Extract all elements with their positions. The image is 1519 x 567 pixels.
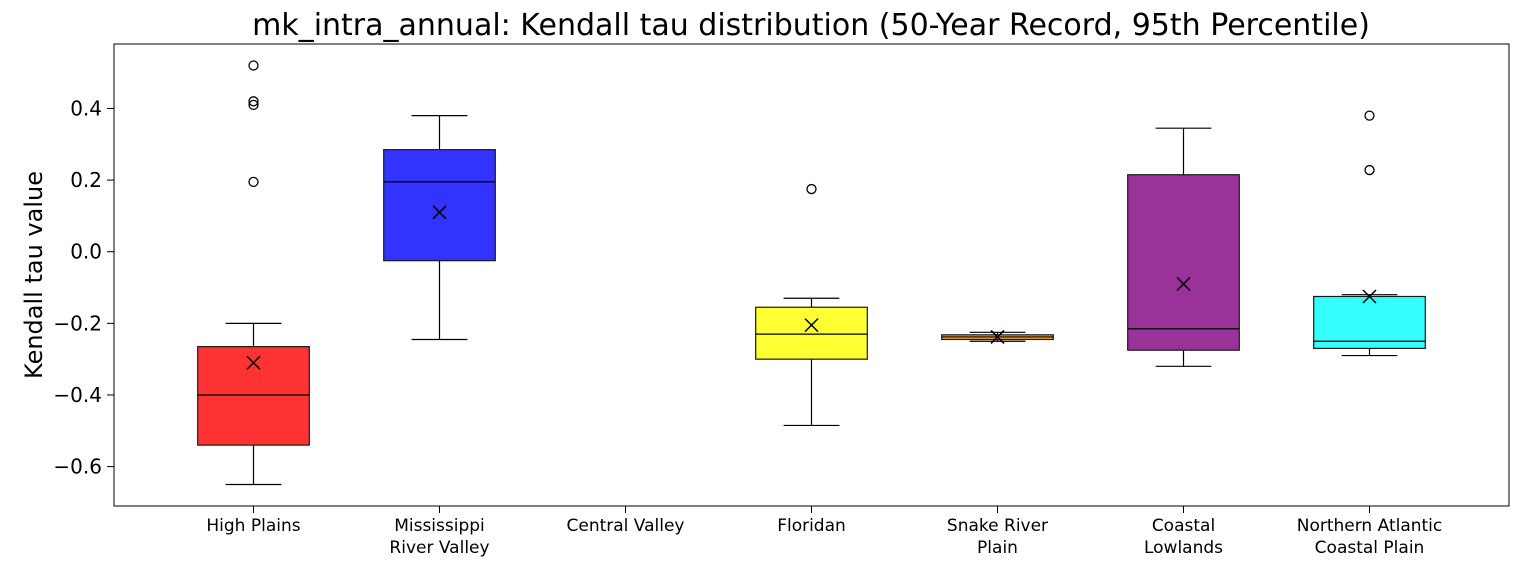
outlier-point [248,96,259,107]
y-tick-label: 0.2 [70,168,102,192]
box-group [755,183,868,427]
x-tick-label-line: Floridan [777,516,846,536]
box-iqr [383,149,496,262]
x-tick-label: Coastal Lowlands [1144,516,1223,558]
plot-area [113,43,1510,507]
box-group [197,60,310,486]
outlier-point [248,60,259,71]
box-group [1127,127,1240,367]
x-axis: High Plains Mississippi River Valley Centra… [206,506,1442,558]
box-iqr [1127,174,1240,351]
x-tick-label-line: River Valley [389,538,489,558]
outlier-point [1364,110,1375,121]
x-tick-label-line: Coastal Plain [1315,538,1425,558]
x-tick-label-line: Snake River [947,516,1048,536]
x-tick-label: High Plains [206,516,300,536]
x-tick-label: Northern Atlantic Coastal Plain [1297,516,1443,558]
outlier-point [1364,164,1375,176]
x-tick-label-line: High Plains [206,516,300,536]
x-tick-label-line: Coastal [1152,516,1215,536]
box-group [383,115,496,341]
box-group [941,329,1054,344]
chart-title: mk_intra_annual: Kendall tau distributio… [252,8,1370,43]
y-tick-label: 0.4 [70,96,102,120]
y-tick-label: 0.0 [70,240,102,264]
y-axis-label: Kendall tau value [20,171,48,379]
box-group [1313,110,1426,357]
outlier-point [248,99,259,111]
x-tick-label: Mississippi River Valley [389,516,489,558]
y-axis: −0.6 −0.4 −0.2 0.0 0.2 0.4 [53,96,114,479]
y-tick-label: −0.6 [53,455,102,479]
x-tick-label: Central Valley [567,516,685,536]
mean-marker [1362,289,1377,304]
box-iqr [197,346,310,446]
y-tick-label: −0.4 [53,383,102,407]
x-tick-label-line: Mississippi [394,516,485,536]
mean-marker [804,318,819,333]
x-tick-label-line: Central Valley [567,516,685,536]
box-iqr [1313,295,1426,350]
x-tick-label: Snake River Plain [947,516,1048,558]
x-tick-label-line: Plain [977,538,1018,558]
mean-marker [1176,276,1191,291]
boxes-layer [197,60,1426,486]
mean-marker [990,329,1005,344]
x-tick-label-line: Northern Atlantic [1297,516,1443,536]
outlier-point [806,183,817,195]
mean-marker [432,205,447,220]
y-tick-label: −0.2 [53,311,102,335]
x-tick-label: Floridan [777,516,846,536]
x-tick-label-line: Lowlands [1144,538,1223,558]
mean-marker [246,355,261,370]
outlier-point [248,176,259,188]
box-iqr [755,306,868,360]
